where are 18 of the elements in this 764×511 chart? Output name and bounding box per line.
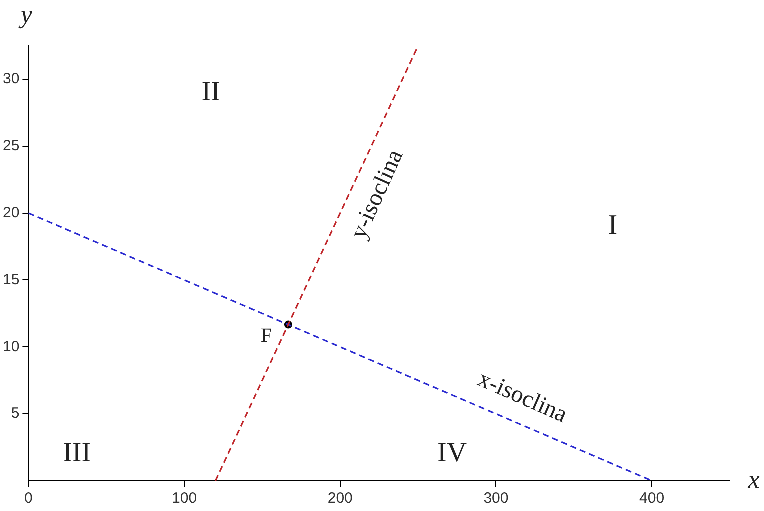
y-tick-label: 25 [2, 138, 20, 155]
annotation: III [63, 437, 92, 468]
annotation: I [608, 210, 618, 241]
y-tick-label: 10 [2, 338, 20, 356]
x-tick-label: 200 [328, 490, 353, 508]
y-tick-label: 5 [11, 405, 20, 422]
x-tick-label: 0 [24, 490, 33, 508]
y-tick-label: 15 [2, 271, 20, 288]
y-tick-label: 20 [2, 204, 20, 222]
x-tick-label: 300 [484, 490, 509, 508]
annotation: IV [438, 437, 468, 468]
x-tick-label: 400 [640, 490, 665, 508]
annotation: II [202, 76, 220, 108]
y-axis-title: y [18, 0, 33, 29]
x-axis-title: x [747, 464, 760, 494]
x-tick-label: 100 [172, 490, 198, 508]
annotation: F [260, 325, 272, 348]
y-tick-label: 30 [2, 70, 20, 88]
